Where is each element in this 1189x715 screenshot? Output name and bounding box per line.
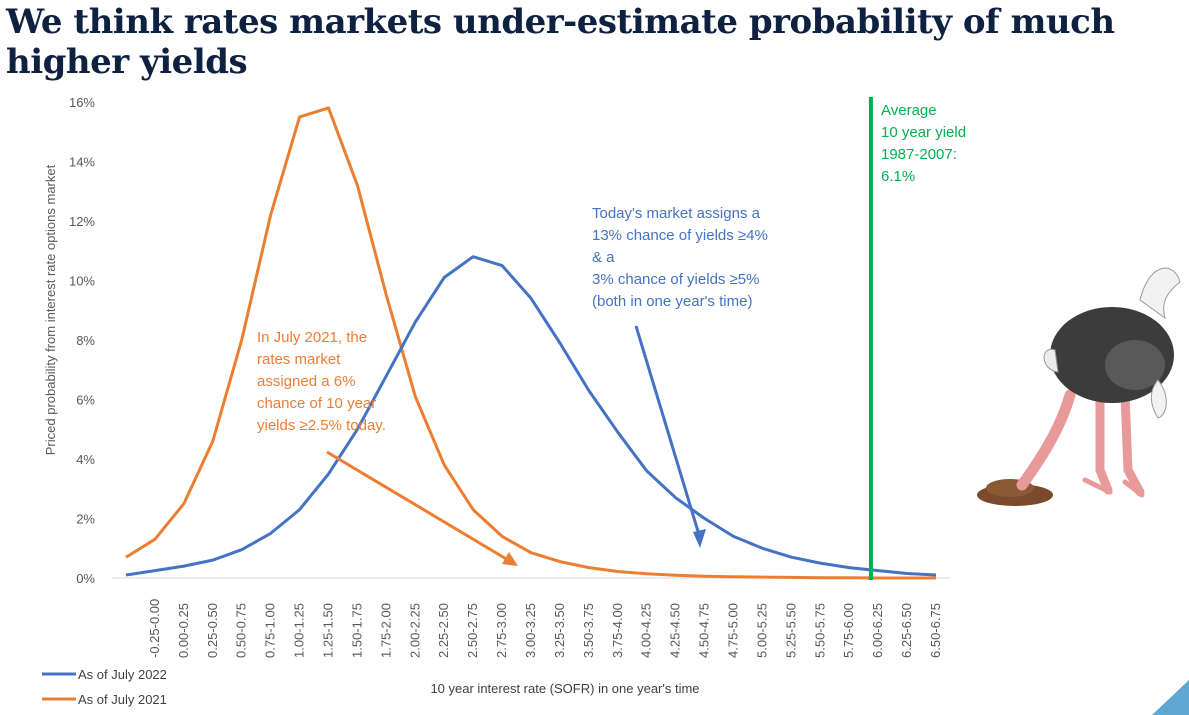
y-tick-label: 6% bbox=[76, 393, 95, 408]
x-tick-label: 0.50-0.75 bbox=[234, 603, 249, 658]
legend-label-2022: As of July 2022 bbox=[78, 667, 167, 682]
series-line bbox=[125, 106, 936, 580]
july-2021-note: In July 2021, the rates market assigned a … bbox=[257, 329, 386, 434]
x-tick-label: 5.50-5.75 bbox=[812, 603, 827, 658]
x-tick-label: -0.25-0.00 bbox=[147, 599, 162, 658]
today-market-note: Today's market assigns a 13% chance of yi… bbox=[592, 205, 768, 310]
annotation-line: & a bbox=[592, 249, 615, 266]
annotation-line: rates market bbox=[257, 351, 341, 368]
x-tick-label: 5.25-5.50 bbox=[783, 603, 798, 658]
blue-annotation-arrow bbox=[634, 325, 706, 548]
x-tick-label: 1.50-1.75 bbox=[349, 603, 364, 658]
x-tick-label: 3.75-4.00 bbox=[610, 603, 625, 658]
x-tick-label: 1.75-2.00 bbox=[378, 603, 393, 658]
y-tick-label: 14% bbox=[69, 155, 95, 170]
x-tick-label: 6.50-6.75 bbox=[928, 603, 943, 658]
series-lines bbox=[125, 106, 937, 580]
slide-title: We think rates markets under-estimate pr… bbox=[6, 2, 1115, 82]
y-tick-label: 4% bbox=[76, 452, 95, 467]
x-tick-label: 6.25-6.50 bbox=[899, 603, 914, 658]
x-axis-label: 10 year interest rate (SOFR) in one year… bbox=[430, 681, 699, 696]
orange-annotation-arrow bbox=[326, 450, 518, 566]
annotation-line: 3% chance of yields ≥5% bbox=[592, 271, 760, 288]
x-tick-label: 4.50-4.75 bbox=[697, 603, 712, 658]
annotation-line: 6.1% bbox=[881, 168, 915, 185]
annotation-line: 10 year yield bbox=[881, 124, 966, 141]
y-tick-label: 2% bbox=[76, 512, 95, 527]
legend: As of July 2022 As of July 2021 bbox=[42, 667, 167, 707]
average-yield-note: Average 10 year yield 1987-2007: 6.1% bbox=[881, 102, 966, 185]
x-axis-ticks: -0.25-0.00 0.00-0.25 0.25-0.50 0.50-0.75 0.7… bbox=[147, 599, 943, 658]
annotation-line: In July 2021, the bbox=[257, 329, 367, 346]
y-tick-label: 16% bbox=[69, 95, 95, 110]
x-tick-label: 5.00-5.25 bbox=[754, 603, 769, 658]
x-tick-label: 4.75-5.00 bbox=[726, 603, 741, 658]
x-tick-label: 4.25-4.50 bbox=[668, 603, 683, 658]
legend-label-2021: As of July 2021 bbox=[78, 692, 167, 707]
ostrich-illustration bbox=[977, 267, 1181, 506]
x-tick-label: 1.00-1.25 bbox=[292, 603, 307, 658]
x-tick-label: 4.00-4.25 bbox=[639, 603, 654, 658]
annotation-line: Today's market assigns a bbox=[592, 205, 761, 222]
y-tick-label: 0% bbox=[76, 571, 95, 586]
annotation-line: yields ≥2.5% today. bbox=[257, 417, 386, 434]
x-tick-label: 0.75-1.00 bbox=[263, 603, 278, 658]
y-tick-label: 10% bbox=[69, 274, 95, 289]
y-tick-label: 8% bbox=[76, 333, 95, 348]
annotation-line: Average bbox=[881, 102, 937, 119]
series-line bbox=[125, 255, 937, 577]
y-axis-ticks: 0% 2% 4% 6% 8% 10% 12% 14% 16% bbox=[69, 95, 95, 586]
x-tick-label: 3.25-3.50 bbox=[552, 603, 567, 658]
annotation-line: (both in one year's time) bbox=[592, 293, 752, 310]
x-tick-label: 5.75-6.00 bbox=[841, 603, 856, 658]
annotation-line: chance of 10 year bbox=[257, 395, 376, 412]
x-tick-label: 1.25-1.50 bbox=[321, 603, 336, 658]
x-tick-label: 2.25-2.50 bbox=[436, 603, 451, 658]
annotation-line: assigned a 6% bbox=[257, 373, 355, 390]
x-tick-label: 0.00-0.25 bbox=[176, 603, 191, 658]
x-tick-label: 2.50-2.75 bbox=[465, 603, 480, 658]
annotation-line: 1987-2007: bbox=[881, 146, 957, 163]
x-tick-label: 3.00-3.25 bbox=[523, 603, 538, 658]
y-tick-label: 12% bbox=[69, 214, 95, 229]
x-tick-label: 2.00-2.25 bbox=[407, 603, 422, 658]
corner-accent bbox=[1152, 680, 1189, 715]
x-tick-label: 2.75-3.00 bbox=[494, 603, 509, 658]
annotation-line: 13% chance of yields ≥4% bbox=[592, 227, 768, 244]
y-axis-label: Priced probability from interest rate op… bbox=[43, 164, 58, 455]
x-tick-label: 0.25-0.50 bbox=[205, 603, 220, 658]
x-tick-label: 3.50-3.75 bbox=[581, 603, 596, 658]
x-tick-label: 6.00-6.25 bbox=[870, 603, 885, 658]
